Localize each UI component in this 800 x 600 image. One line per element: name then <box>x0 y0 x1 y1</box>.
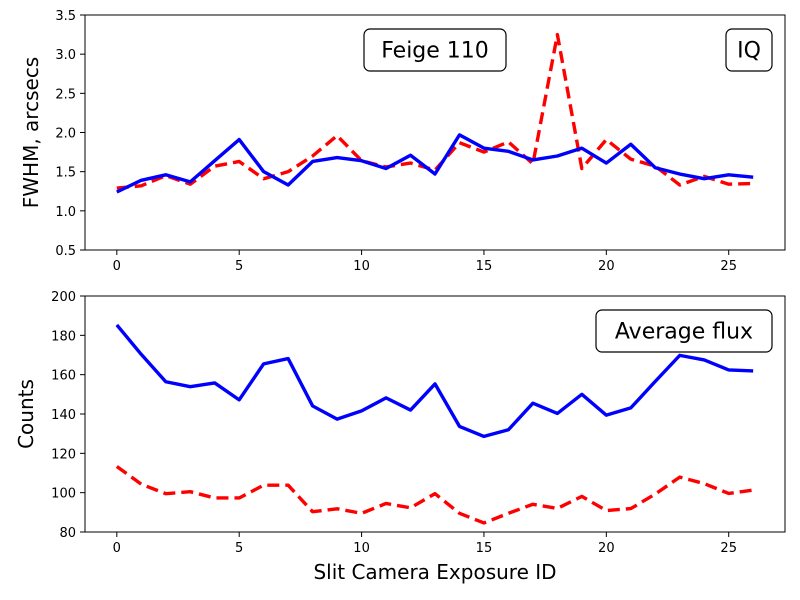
flux-x-tick-label: 20 <box>598 541 615 556</box>
iq-y-axis-label: FWHM, arcsecs <box>19 57 43 208</box>
flux-dashed-series-line <box>115 465 754 525</box>
flux-solid-series-line <box>115 323 754 439</box>
flux-panel: 0 5 10 15 20 25 80 100 120 140 160 180 200 Counts Sl… <box>14 290 786 584</box>
flux-x-axis-label: Slit Camera Exposure ID <box>313 560 556 584</box>
iq-x-tick-label: 25 <box>720 259 737 274</box>
average-flux-label: Average flux <box>615 320 753 345</box>
iq-box <box>725 28 773 72</box>
iq-y-tick-label: 2.5 <box>55 87 76 102</box>
average-flux-box <box>595 309 773 353</box>
flux-x-tick-label: 25 <box>720 541 737 556</box>
flux-x-tick-label: 5 <box>235 541 243 556</box>
iq-solid-series-line <box>116 133 754 194</box>
iq-panel: 0 5 10 15 20 25 0.5 1.0 1.5 2.0 2.5 3.0 3.5 FWHM, ar… <box>19 9 786 274</box>
iq-x-tick-label: 5 <box>235 259 243 274</box>
iq-y-tick-label: 1.0 <box>55 205 76 220</box>
iq-y-tick-label: 3.5 <box>55 9 76 24</box>
flux-x-tick-label: 10 <box>353 541 370 556</box>
iq-label: IQ <box>737 39 761 64</box>
iq-x-tick-label: 0 <box>113 259 121 274</box>
iq-y-tick-label: 1.5 <box>55 166 76 181</box>
iq-x-tick-label: 15 <box>476 259 493 274</box>
flux-y-tick-label: 160 <box>51 369 76 384</box>
iq-y-tick-label: 2.0 <box>55 127 76 142</box>
iq-y-tick-label: 0.5 <box>55 244 76 259</box>
iq-annotation: IQ <box>725 28 773 72</box>
iq-x-tick-label: 10 <box>353 259 370 274</box>
flux-y-axis-label: Counts <box>14 379 38 449</box>
flux-y-tick-label: 80 <box>59 526 76 541</box>
average-flux-annotation: Average flux <box>595 309 773 353</box>
flux-x-tick-label: 15 <box>476 541 493 556</box>
flux-x-tick-label: 0 <box>113 541 121 556</box>
flux-y-tick-label: 120 <box>51 447 76 462</box>
flux-y-tick-label: 140 <box>51 408 76 423</box>
feige-110-box <box>363 28 507 72</box>
feige-110-label: Feige 110 <box>381 39 489 64</box>
iq-y-tick-label: 3.0 <box>55 48 76 63</box>
flux-y-tick-label: 100 <box>51 487 76 502</box>
flux-y-tick-label: 180 <box>51 329 76 344</box>
flux-y-tick-label: 200 <box>51 290 76 305</box>
iq-x-tick-label: 20 <box>598 259 615 274</box>
iq-dashed-series-line <box>116 32 754 190</box>
feige-110-annotation: Feige 110 <box>363 28 507 72</box>
